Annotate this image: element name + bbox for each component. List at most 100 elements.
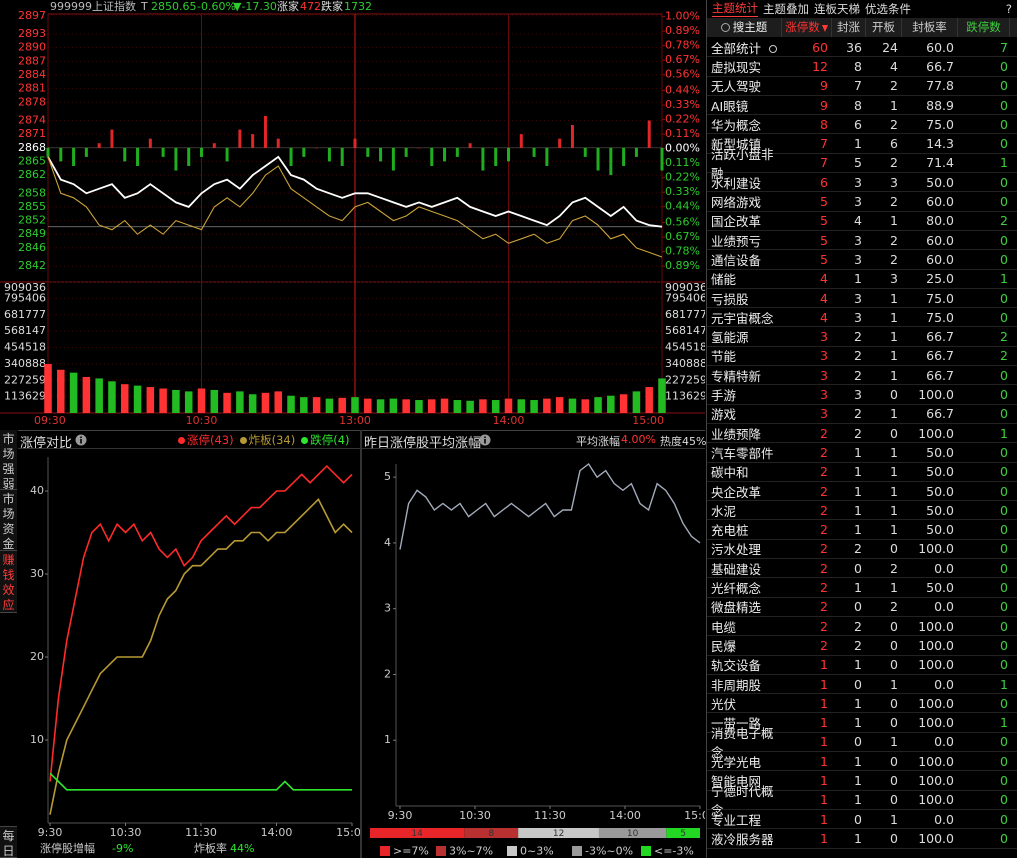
- table-cell: 2: [820, 580, 828, 596]
- table-cell: 24: [882, 39, 898, 55]
- table-row[interactable]: 轨交设备 1 1 0 100.0 0: [707, 656, 1017, 675]
- table-row[interactable]: 宁德时代概念 1 1 0 100.0 0: [707, 784, 1017, 818]
- column-header[interactable]: 封板率: [902, 18, 958, 37]
- breadth-bar: [251, 134, 255, 148]
- table-row[interactable]: 元宇宙概念 4 3 1 75.0 0: [707, 308, 1017, 328]
- table-cell: 0: [1000, 406, 1008, 422]
- volume-bar: [184, 391, 193, 413]
- table-cell: 6: [854, 116, 862, 132]
- table-cell: 1: [854, 522, 862, 538]
- table-row[interactable]: 全部统计 60 36 24 60.0 7: [707, 38, 1017, 58]
- table-cell: 0: [1000, 136, 1008, 152]
- column-header[interactable]: 开板: [866, 18, 902, 37]
- volume-tick-label: 909036: [665, 281, 705, 294]
- table-row[interactable]: 新型城镇 7 1 6 14.3 0: [707, 135, 1017, 154]
- x-tick-label: 14:00: [609, 809, 641, 822]
- table-row[interactable]: 基础建设 2 0 2 0.0 0: [707, 559, 1017, 579]
- table-row[interactable]: 水利建设 6 3 3 50.0 0: [707, 173, 1017, 193]
- table-row[interactable]: 智能电网 1 1 0 100.0 0: [707, 771, 1017, 791]
- table-row[interactable]: 一带一路 1 1 0 100.0 1: [707, 714, 1017, 733]
- table-row[interactable]: 充电桩 2 1 1 50.0 0: [707, 521, 1017, 540]
- y2-tick-label: 0.22%: [665, 113, 700, 126]
- table-cell: 专精特新: [711, 368, 762, 384]
- table-row[interactable]: 民爆 2 2 0 100.0 0: [707, 636, 1017, 656]
- table-row[interactable]: 手游 3 3 0 100.0 0: [707, 385, 1017, 405]
- distribution-segment: [518, 828, 599, 838]
- volume-bar: [415, 400, 423, 413]
- table-row[interactable]: 节能 3 2 1 66.7 2: [707, 347, 1017, 367]
- table-row[interactable]: 活跃小盘非融 7 5 2 71.4 1: [707, 147, 1017, 181]
- tab[interactable]: 主题统计: [712, 1, 758, 17]
- tab[interactable]: 主题叠加: [763, 1, 809, 16]
- table-cell: 100.0: [918, 792, 954, 808]
- table-row[interactable]: 华为概念 8 6 2 75.0 0: [707, 115, 1017, 135]
- y-tick-label: 2887: [18, 54, 46, 67]
- table-cell: 2: [854, 348, 862, 364]
- table-row[interactable]: 业绩预降 2 2 0 100.0 1: [707, 424, 1017, 444]
- table-cell: 0: [1000, 367, 1008, 383]
- table-row[interactable]: 国企改革 5 4 1 80.0 2: [707, 212, 1017, 231]
- x-tick-label: 10:30: [110, 826, 142, 839]
- column-header[interactable]: 跌停数: [958, 18, 1010, 37]
- table-cell: 1: [854, 753, 862, 769]
- info-icon[interactable]: [75, 434, 87, 446]
- table-cell: 0: [1000, 580, 1008, 596]
- table-row[interactable]: 污水处理 2 2 0 100.0 0: [707, 540, 1017, 560]
- table-row[interactable]: 光学光电 1 1 0 100.0 0: [707, 752, 1017, 772]
- table-cell: 2: [854, 329, 862, 345]
- side-tab[interactable]: 市场强弱: [0, 430, 17, 491]
- table-row[interactable]: 专精特新 3 2 1 66.7 0: [707, 366, 1017, 386]
- column-header[interactable]: 封涨: [832, 18, 866, 37]
- table-row[interactable]: 水泥 2 1 1 50.0 0: [707, 501, 1017, 521]
- table-row[interactable]: 非周期股 1 0 1 0.0 1: [707, 675, 1017, 695]
- y2-tick-label: 0.78%: [665, 245, 700, 258]
- table-row[interactable]: 汽车零部件 2 1 1 50.0 0: [707, 443, 1017, 463]
- table-cell: 汽车零部件: [711, 445, 774, 461]
- table-cell: 4: [890, 58, 898, 74]
- table-row[interactable]: 碳中和 2 1 1 50.0 0: [707, 463, 1017, 482]
- table-row[interactable]: 电缆 2 2 0 100.0 0: [707, 617, 1017, 637]
- table-cell: 无人驾驶: [711, 79, 762, 95]
- table-row[interactable]: 微盘精选 2 0 2 0.0 0: [707, 598, 1017, 617]
- table-row[interactable]: 消费电子概念 1 0 1 0.0 0: [707, 726, 1017, 760]
- table-row[interactable]: 亏损股 4 3 1 75.0 0: [707, 289, 1017, 309]
- breadth-bar: [200, 147, 203, 157]
- table-cell: 50.0: [926, 483, 954, 499]
- table-cell: 1: [820, 792, 828, 808]
- table-row[interactable]: 虚拟现实 12 8 4 66.7 0: [707, 57, 1017, 77]
- y2-tick-label: 0.11%: [665, 127, 700, 140]
- table-row[interactable]: AI眼镜 9 8 1 88.9 0: [707, 96, 1017, 116]
- table-cell: 0: [1000, 174, 1008, 190]
- info-icon[interactable]: [479, 434, 491, 446]
- table-row[interactable]: 液冷服务器 1 1 0 100.0 0: [707, 829, 1017, 849]
- table-row[interactable]: 网络游戏 5 3 2 60.0 0: [707, 192, 1017, 212]
- side-tab[interactable]: 赚钱效应: [0, 551, 17, 613]
- table-cell: 0: [1000, 695, 1008, 711]
- tab[interactable]: 优选条件: [865, 1, 911, 16]
- volume-bar: [236, 391, 244, 413]
- side-tab[interactable]: 市场资金: [0, 490, 17, 551]
- table-row[interactable]: 游戏 3 2 1 66.7 0: [707, 405, 1017, 424]
- tab[interactable]: 连板天梯: [814, 1, 860, 16]
- table-row[interactable]: 光纤概念 2 1 1 50.0 0: [707, 578, 1017, 598]
- breadth-bar: [532, 147, 536, 157]
- volume-tick-label: 454518: [4, 341, 46, 354]
- x-tick-label: 9:30: [388, 809, 413, 822]
- table-row[interactable]: 专业工程 1 0 1 0.0 0: [707, 810, 1017, 830]
- volume-tick-label: 909036: [4, 281, 46, 294]
- column-header[interactable]: 涨停数: [782, 18, 832, 37]
- table-row[interactable]: 储能 4 1 3 25.0 1: [707, 270, 1017, 289]
- table-row[interactable]: 通信设备 5 3 2 60.0 0: [707, 250, 1017, 270]
- table-row[interactable]: 氢能源 3 2 1 66.7 2: [707, 328, 1017, 347]
- table-row[interactable]: 央企改革 2 1 1 50.0 0: [707, 482, 1017, 502]
- column-header[interactable]: 搜主题: [707, 18, 782, 37]
- table-row[interactable]: 无人驾驶 9 7 2 77.8 0: [707, 77, 1017, 96]
- table-cell: 5: [820, 213, 828, 229]
- side-tab[interactable]: 每日: [0, 826, 17, 858]
- help[interactable]: ?: [1005, 1, 1012, 16]
- table-cell: 3: [854, 251, 862, 267]
- table-row[interactable]: 光伏 1 1 0 100.0 0: [707, 694, 1017, 714]
- y-tick-label: 2890: [18, 41, 46, 54]
- table-row[interactable]: 业绩预亏 5 3 2 60.0 0: [707, 231, 1017, 251]
